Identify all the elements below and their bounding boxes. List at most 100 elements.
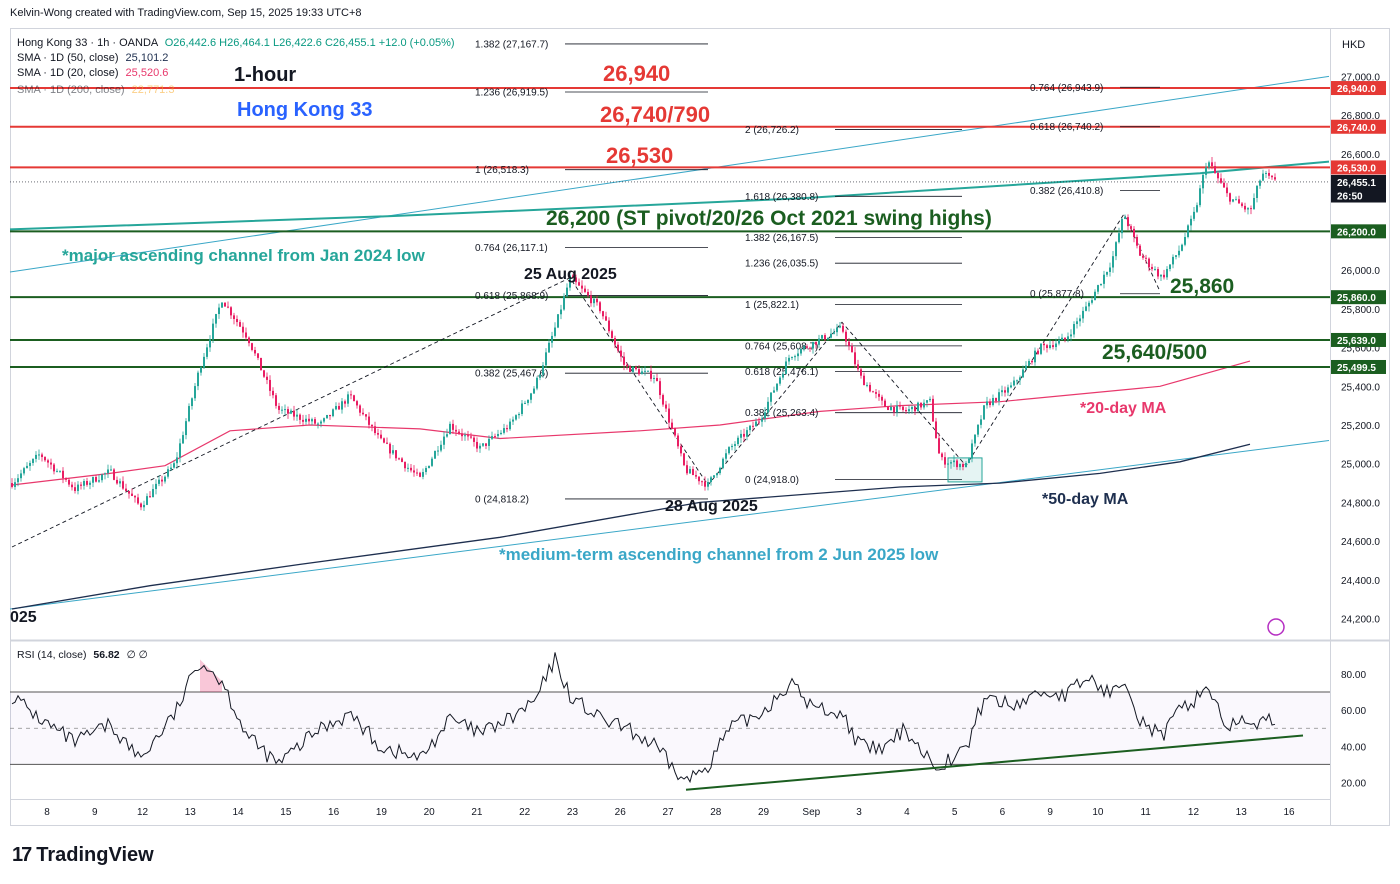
candle-body: [197, 372, 199, 387]
candle-body: [827, 337, 829, 340]
tradingview-mark-icon: 17: [12, 844, 32, 866]
instrument-label: Hong Kong 33: [237, 99, 373, 121]
fib-label: 0.618 (25,476.1): [745, 367, 818, 378]
rsi-overbought-fill: [200, 659, 222, 693]
candle-body: [1274, 177, 1276, 180]
candle-body: [992, 397, 994, 406]
candle-body: [191, 398, 193, 407]
rsi-legend[interactable]: RSI (14, close) 56.82 ∅ ∅: [17, 649, 148, 661]
candle-body: [176, 457, 178, 464]
candle-body: [791, 357, 793, 359]
legend-sma200-row[interactable]: SMA · 1D (200, close) 22,771.3: [17, 84, 174, 96]
candle-body: [914, 406, 916, 412]
candle-body: [929, 398, 931, 401]
candle-body: [470, 436, 472, 438]
candle-body: [323, 418, 325, 422]
candle-body: [494, 436, 496, 438]
candle-body: [386, 442, 388, 444]
candle-body: [338, 406, 340, 410]
candle-body: [692, 469, 694, 476]
candle-body: [278, 405, 280, 410]
candle-body: [1100, 283, 1102, 286]
candle-body: [590, 295, 592, 304]
candle-body: [143, 504, 145, 508]
candle-body: [305, 418, 307, 422]
candle-body: [599, 302, 601, 312]
candle-body: [1223, 182, 1225, 188]
medium-channel-upper-line: [9, 440, 1330, 610]
candle-body: [140, 503, 142, 508]
candle-body: [380, 434, 382, 439]
candle-body: [1085, 306, 1087, 311]
candle-body: [299, 414, 301, 420]
candle-body: [635, 366, 637, 370]
candle-body: [128, 491, 130, 494]
candle-body: [215, 314, 217, 324]
time-tick: 28: [710, 807, 722, 818]
candle-body: [68, 479, 70, 485]
candle-body: [854, 352, 856, 365]
candle-body: [899, 405, 901, 407]
candle-body: [710, 477, 712, 482]
candle-body: [542, 365, 544, 375]
candle-body: [1265, 172, 1267, 174]
price-tick: 27,000.0: [1341, 72, 1380, 83]
candle-body: [608, 320, 610, 332]
price-tag-bg: [1331, 81, 1386, 96]
candle-body: [71, 484, 73, 488]
rsi-tick: 80.00: [1341, 670, 1366, 681]
candle-body: [461, 433, 463, 437]
candle-body: [1217, 172, 1219, 179]
candle-body: [47, 460, 49, 463]
candle-body: [965, 463, 967, 467]
level-label-25860: 25,860: [1170, 275, 1234, 298]
time-tick: 16: [1283, 807, 1295, 818]
candle-body: [923, 402, 925, 408]
candle-body: [1262, 173, 1264, 181]
candle-body: [740, 433, 742, 438]
candle-body: [293, 410, 295, 417]
candle-body: [302, 419, 304, 422]
candle-body: [752, 425, 754, 427]
legend-sma20-row[interactable]: SMA · 1D (20, close) 25,520.6: [17, 67, 168, 79]
candle-body: [1214, 166, 1216, 173]
candle-body: [1181, 244, 1183, 251]
candle-body: [959, 464, 961, 468]
time-tick: 4: [904, 807, 910, 818]
time-tick: 27: [662, 807, 674, 818]
candle-body: [182, 435, 184, 444]
price-tag: 25,860.0: [1337, 293, 1376, 304]
candle-body: [131, 493, 133, 496]
candle-body: [464, 435, 466, 437]
candle-body: [74, 487, 76, 491]
time-tick: 29: [758, 807, 770, 818]
fib-label: 0.764 (26,117.1): [475, 243, 548, 254]
fib-label: 0.382 (25,263.4): [745, 408, 818, 419]
legend-sma50-row[interactable]: SMA · 1D (50, close) 25,101.2: [17, 52, 168, 64]
candle-body: [473, 437, 475, 442]
price-tag: 26:50: [1337, 192, 1363, 203]
candle-body: [659, 381, 661, 396]
candle-body: [476, 441, 478, 449]
candle-body: [1037, 350, 1039, 354]
candle-body: [29, 462, 31, 466]
candle-body: [947, 463, 949, 465]
candle-body: [653, 377, 655, 379]
candle-body: [53, 464, 55, 472]
candle-body: [839, 325, 841, 328]
candle-body: [152, 489, 154, 498]
candle-body: [413, 470, 415, 473]
candle-body: [1130, 226, 1132, 229]
candle-body: [320, 421, 322, 424]
candle-body: [44, 457, 46, 461]
candle-body: [518, 413, 520, 416]
candle-body: [236, 318, 238, 323]
tradingview-brand: TradingView: [36, 844, 154, 866]
fib-label: 1 (26,518.3): [475, 165, 529, 176]
legend-symbol-row[interactable]: Hong Kong 33 · 1h · OANDA O26,442.6 H26,…: [17, 37, 455, 49]
candle-body: [167, 469, 169, 477]
candle-body: [401, 458, 403, 462]
price-tag: 26,530.0: [1337, 163, 1376, 174]
candle-body: [119, 481, 121, 484]
